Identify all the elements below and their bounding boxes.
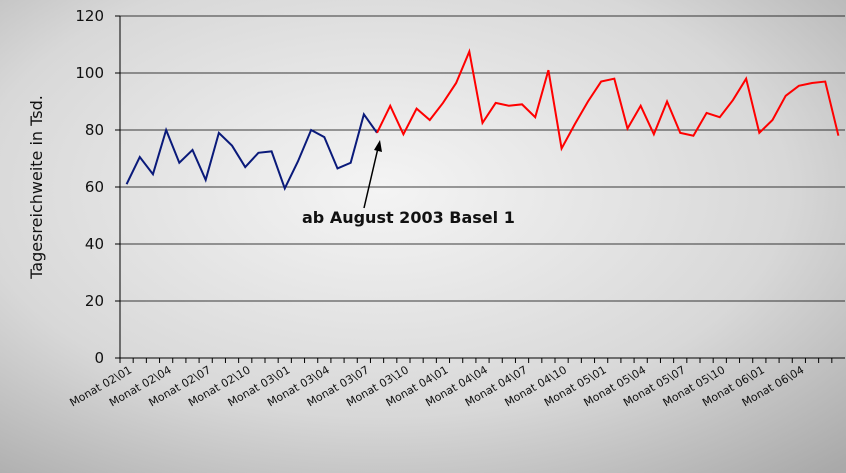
y-tick-label: 60 bbox=[85, 178, 104, 196]
y-tick-label: 80 bbox=[85, 121, 104, 139]
y-tick-label: 40 bbox=[85, 235, 104, 253]
annotation: ab August 2003 Basel 1 bbox=[302, 208, 515, 227]
chart: Tagesreichweite in Tsd. 020406080100120M… bbox=[0, 0, 846, 473]
y-axis-label: Tagesreichweite in Tsd. bbox=[27, 95, 46, 280]
y-tick-label: 120 bbox=[75, 7, 104, 25]
y-tick-label: 100 bbox=[75, 64, 104, 82]
y-tick-label: 0 bbox=[94, 349, 104, 367]
y-tick-label: 20 bbox=[85, 292, 104, 310]
